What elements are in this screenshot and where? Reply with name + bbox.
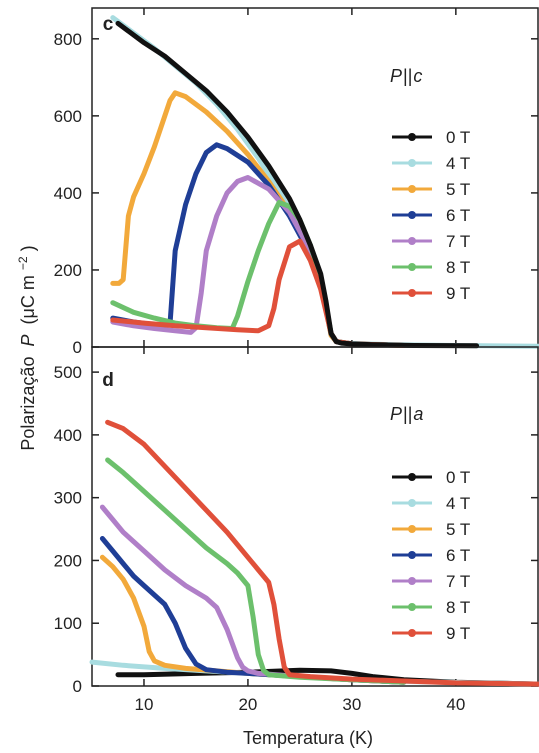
legend-item: 8 T	[392, 258, 470, 277]
plot-frame	[91, 7, 539, 348]
legend-item: 7 T	[392, 232, 470, 251]
x-axis-title: Temperatura (K)	[243, 728, 373, 748]
panel-d: 0 100 200 300 400 500 10 20 30 40 d P||a 0 T 4 T 5 T 6 …	[54, 346, 539, 714]
legend-swatch-marker	[408, 289, 416, 297]
legend-item: 6 T	[392, 206, 470, 225]
legend-swatch-marker	[408, 603, 416, 611]
panel-letter: c	[103, 14, 114, 35]
orientation-separator: ||	[403, 404, 412, 424]
y-tick-label: 600	[54, 107, 82, 126]
orientation-label: P||a	[390, 404, 423, 424]
series-line-8t	[105, 457, 407, 685]
series-line-5t	[110, 90, 407, 348]
legend-swatch-marker	[408, 577, 416, 585]
y-tick-label: 800	[54, 30, 82, 49]
legend-item: 5 T	[392, 520, 470, 539]
legend-label: 7 T	[446, 232, 470, 251]
legend-swatch-marker	[408, 629, 416, 637]
legend-item: 6 T	[392, 546, 470, 565]
legend-label: 9 T	[446, 624, 470, 643]
legend-label: 8 T	[446, 598, 470, 617]
y-tick-label: 0	[73, 338, 82, 357]
legend-swatch-marker	[408, 237, 416, 245]
legend-swatch-marker	[408, 211, 416, 219]
x-tick-label: 40	[446, 695, 465, 714]
legend-item: 4 T	[392, 154, 470, 173]
legend-label: 0 T	[446, 128, 470, 147]
orientation-label: P||c	[390, 66, 422, 86]
legend-swatch-marker	[408, 185, 416, 193]
legend-item: 0 T	[392, 468, 470, 487]
legend-item: 8 T	[392, 598, 470, 617]
legend-item: 9 T	[392, 624, 470, 643]
legend-swatch-marker	[408, 473, 416, 481]
legend-label: 9 T	[446, 284, 470, 303]
y-tick-label: 0	[73, 677, 82, 696]
legend-swatch-marker	[408, 133, 416, 141]
orientation-symbol: P	[390, 66, 402, 86]
legend-label: 7 T	[446, 572, 470, 591]
orientation-axis: a	[413, 404, 423, 424]
x-tick-label: 10	[135, 695, 154, 714]
y-tick-label: 200	[54, 261, 82, 280]
legend-label: 5 T	[446, 180, 470, 199]
x-tick-label: 30	[342, 695, 361, 714]
legend-swatch-marker	[408, 499, 416, 507]
y-tick-label: 300	[54, 489, 82, 508]
panel-letter: d	[102, 370, 114, 391]
legend-item: 5 T	[392, 180, 470, 199]
orientation-separator: ||	[403, 66, 412, 86]
legend-item: 9 T	[392, 284, 470, 303]
y-tick-label: 400	[54, 184, 82, 203]
legend-item: 0 T	[392, 128, 470, 147]
y-tick-label: 200	[54, 551, 82, 570]
y-tick-label: 100	[54, 614, 82, 633]
legend-swatch-marker	[408, 551, 416, 559]
plot-frame	[91, 346, 539, 687]
legend-swatch-marker	[408, 263, 416, 271]
legend-label: 8 T	[446, 258, 470, 277]
legend-item: 4 T	[392, 494, 470, 513]
y-tick-label: 500	[54, 363, 82, 382]
legend-label: 6 T	[446, 206, 470, 225]
legend-label: 4 T	[446, 154, 470, 173]
y-axis-title: Polarização P (μC m −2 )	[11, 245, 38, 450]
orientation-axis: c	[413, 66, 422, 86]
y-axis-title-exponent: −2	[16, 256, 30, 270]
y-axis-title-unit: (μC m	[18, 275, 38, 324]
legend-swatch-marker	[408, 525, 416, 533]
legend-label: 4 T	[446, 494, 470, 513]
series-line-0t	[115, 20, 480, 349]
legend-item: 7 T	[392, 572, 470, 591]
legend-swatch-marker	[408, 159, 416, 167]
orientation-symbol: P	[390, 404, 402, 424]
y-axis-title-close: )	[18, 245, 38, 251]
series-line-9t	[105, 419, 539, 687]
legend-label: 0 T	[446, 468, 470, 487]
legend-label: 6 T	[446, 546, 470, 565]
y-tick-label: 400	[54, 426, 82, 445]
x-tick-label: 20	[238, 695, 257, 714]
series-line-7t	[99, 504, 407, 685]
y-axis-title-prefix: Polarização	[18, 357, 38, 451]
y-axis-title-symbol: P	[18, 335, 38, 347]
legend-label: 5 T	[446, 520, 470, 539]
